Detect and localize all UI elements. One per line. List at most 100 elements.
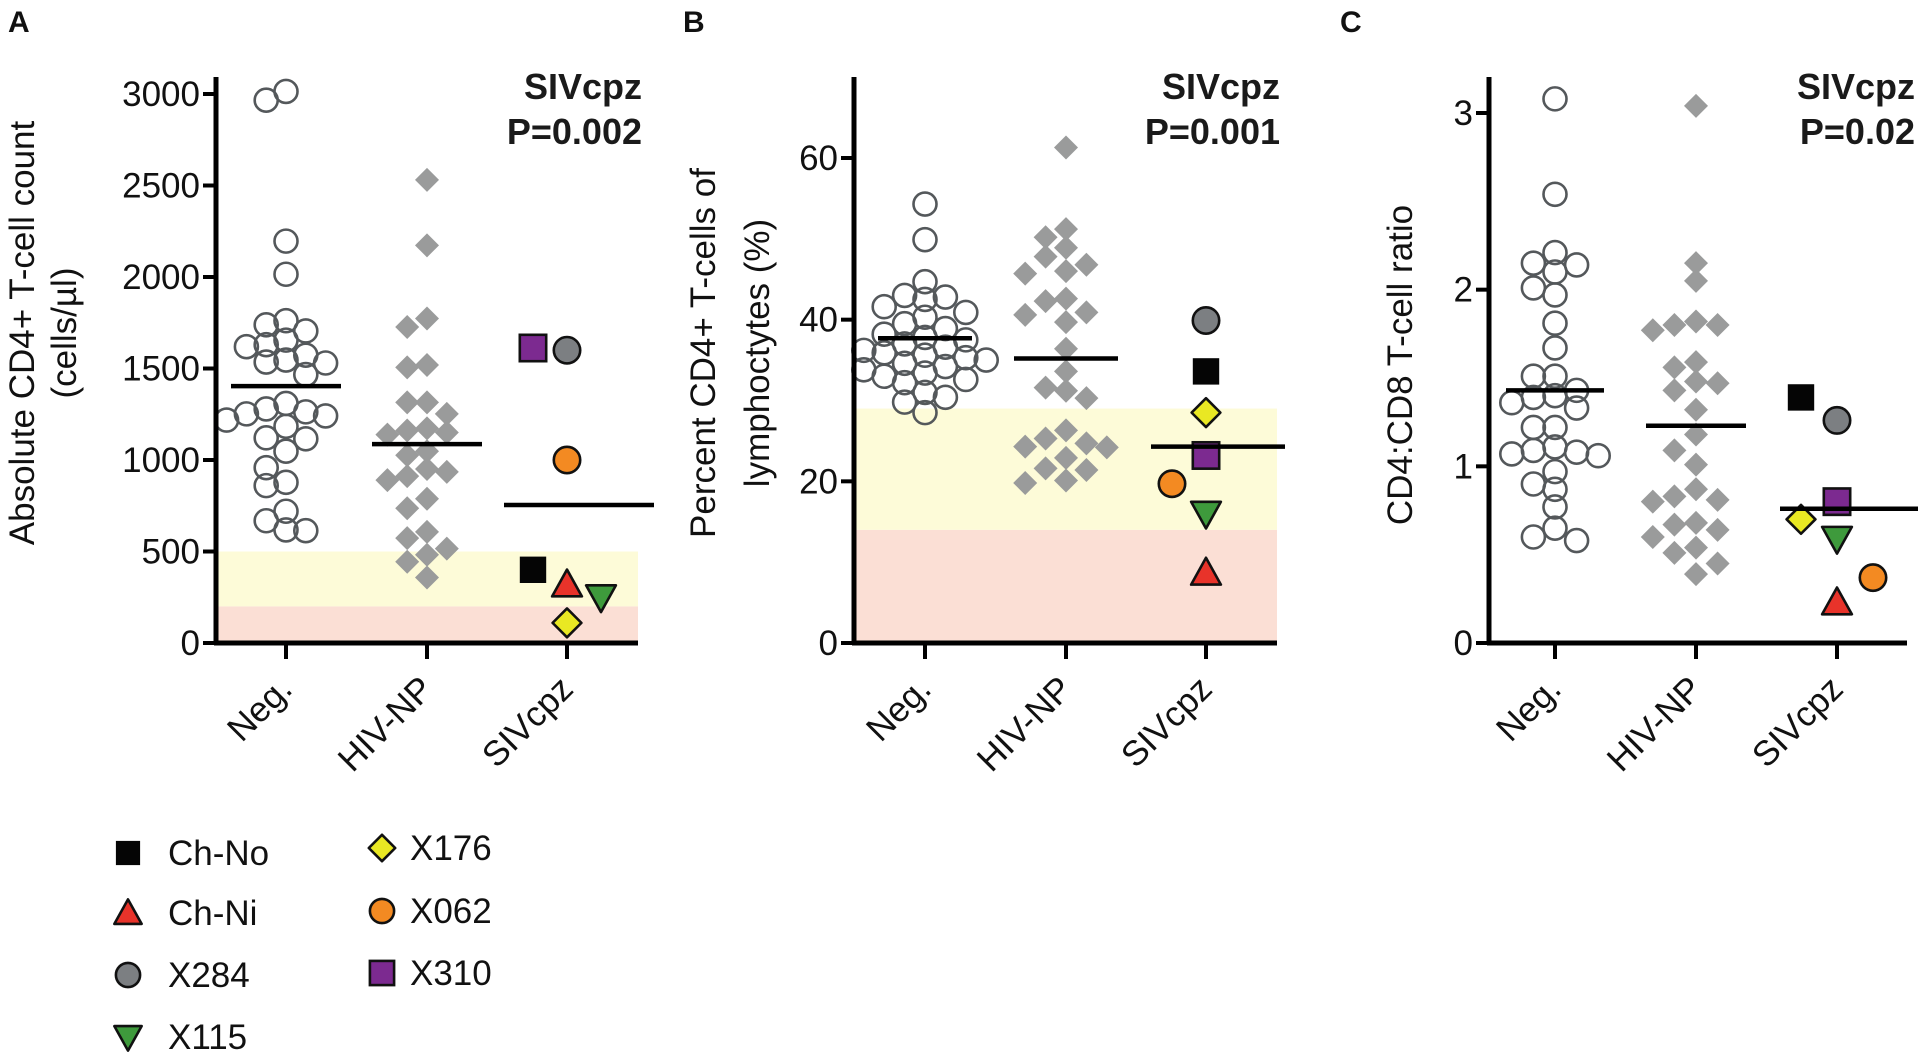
hiv-np-point bbox=[434, 420, 459, 445]
hiv-np-point bbox=[1684, 510, 1708, 535]
x-category-label: HIV-NP bbox=[331, 669, 441, 779]
neg-point bbox=[273, 327, 299, 353]
hiv-np-point bbox=[1684, 477, 1708, 502]
hiv-np-point bbox=[1054, 259, 1078, 284]
hiv-np-point bbox=[1640, 489, 1665, 514]
neg-point bbox=[932, 384, 959, 411]
panel-letter-a: A bbox=[8, 6, 30, 39]
legend-item-x115: X115 bbox=[113, 1018, 247, 1057]
data-points bbox=[850, 135, 1285, 586]
neg-point bbox=[233, 333, 260, 360]
legend: Ch-No Ch-Ni X284 X115 X176 X062 X310 bbox=[113, 829, 492, 1057]
hiv-np-point bbox=[1074, 386, 1099, 411]
neg-point bbox=[891, 369, 918, 396]
neg-point bbox=[273, 228, 299, 254]
hiv-np-point bbox=[395, 496, 420, 521]
hiv-np-point bbox=[1662, 512, 1687, 537]
neg-point bbox=[1520, 524, 1547, 550]
data-points bbox=[213, 78, 654, 639]
sivcpz-point-x062 bbox=[1858, 563, 1888, 593]
y-axis-title-line: (cells/µl) bbox=[45, 268, 84, 399]
panel-b: B 0 20 40 60 Neg. HIV-NP SIVcpz Percent CD4+ T… bbox=[683, 6, 1285, 779]
hiv-np-point bbox=[415, 456, 439, 481]
y-tick-label: 2 bbox=[1454, 271, 1473, 310]
neg-point bbox=[1520, 414, 1547, 441]
hiv-np-point bbox=[1033, 225, 1058, 250]
x-category-label: Neg. bbox=[1489, 669, 1569, 749]
hiv-np-point bbox=[1684, 93, 1708, 118]
hiv-np-point bbox=[434, 536, 459, 561]
hiv-np-point bbox=[415, 542, 439, 567]
hiv-np-point bbox=[395, 418, 420, 443]
sivcpz-point-ch-no bbox=[1192, 358, 1220, 385]
sivcpz-point-x115 bbox=[584, 584, 618, 614]
p-value: P=0.02 bbox=[1800, 111, 1915, 152]
y-tick-label: 60 bbox=[799, 139, 838, 178]
hiv-np-point bbox=[1640, 318, 1665, 343]
hiv-np-point bbox=[1054, 418, 1078, 443]
y-axis-title-line: Percent CD4+ T-cells of bbox=[684, 168, 723, 538]
y-tick-label: 500 bbox=[142, 533, 200, 572]
hiv-np-point bbox=[1054, 135, 1078, 160]
hiv-np-point bbox=[395, 443, 420, 468]
sivcpz-point-ch-ni bbox=[1820, 586, 1854, 616]
panel-c: C 0 1 2 3 Neg. HIV-NP SIVcpz CD4:CD8 T-cell ra… bbox=[1340, 6, 1918, 779]
sivcpz-point-x310 bbox=[518, 333, 548, 363]
hiv-np-point bbox=[1684, 350, 1708, 375]
neg-point bbox=[292, 517, 319, 544]
hiv-np-point bbox=[395, 390, 420, 415]
y-axis-title-line: Absolute CD4+ T-cell count bbox=[3, 121, 42, 546]
neg-point bbox=[213, 407, 240, 433]
hiv-np-point bbox=[1033, 289, 1058, 314]
y-axis-title: Percent CD4+ T-cells of lymphoctytes (%) bbox=[684, 168, 777, 538]
legend-label: X115 bbox=[168, 1018, 247, 1057]
neg-point bbox=[1520, 437, 1547, 464]
y-tick-label: 0 bbox=[1454, 624, 1473, 663]
neg-point bbox=[912, 191, 938, 217]
neg-point bbox=[1542, 494, 1568, 520]
y-axis-title: Absolute CD4+ T-cell count (cells/µl) bbox=[3, 121, 84, 546]
neg-point bbox=[1520, 275, 1547, 301]
x-category-label: SIVcpz bbox=[475, 669, 581, 775]
triangle-up-marker-icon bbox=[113, 898, 143, 926]
neg-point bbox=[1542, 282, 1568, 308]
sivcpz-point-x115 bbox=[1820, 525, 1854, 555]
hiv-np-point bbox=[1705, 517, 1730, 542]
hiv-np-point bbox=[1684, 251, 1708, 276]
neg-point bbox=[292, 399, 319, 425]
y-axis-title: CD4:CD8 T-cell ratio bbox=[1381, 205, 1420, 525]
neg-point bbox=[1520, 250, 1547, 276]
neg-point bbox=[1542, 335, 1568, 361]
sivcpz-point-ch-no bbox=[519, 556, 547, 583]
legend-item-x062: X062 bbox=[368, 892, 492, 931]
panel-letter-b: B bbox=[683, 6, 705, 39]
p-value: P=0.001 bbox=[1145, 111, 1280, 152]
neg-point bbox=[973, 347, 1000, 373]
sivcpz-point-ch-ni bbox=[1189, 556, 1223, 586]
neg-point bbox=[253, 472, 280, 499]
neg-point bbox=[312, 350, 339, 376]
legend-label: Ch-Ni bbox=[168, 894, 257, 933]
hiv-np-point bbox=[1640, 525, 1665, 549]
data-points bbox=[1499, 86, 1918, 616]
hiv-np-point bbox=[1684, 369, 1708, 394]
neg-point bbox=[253, 331, 280, 358]
sivcpz-point-ch-no bbox=[1787, 384, 1815, 411]
neg-point bbox=[253, 454, 280, 481]
legend-label: X062 bbox=[410, 892, 492, 931]
neg-point bbox=[253, 349, 280, 375]
hiv-np-point bbox=[1684, 422, 1708, 447]
legend-item-x176: X176 bbox=[367, 829, 492, 868]
hiv-np-point bbox=[1054, 378, 1078, 403]
neg-point bbox=[253, 425, 280, 451]
hiv-np-point bbox=[1094, 435, 1119, 460]
neg-point bbox=[273, 261, 299, 288]
neg-point bbox=[273, 438, 299, 465]
hiv-np-point bbox=[434, 401, 459, 426]
y-tick-label: 1500 bbox=[122, 350, 200, 389]
hiv-np-point bbox=[1054, 468, 1078, 493]
neg-point bbox=[1542, 458, 1568, 485]
hiv-np-point bbox=[395, 355, 420, 380]
